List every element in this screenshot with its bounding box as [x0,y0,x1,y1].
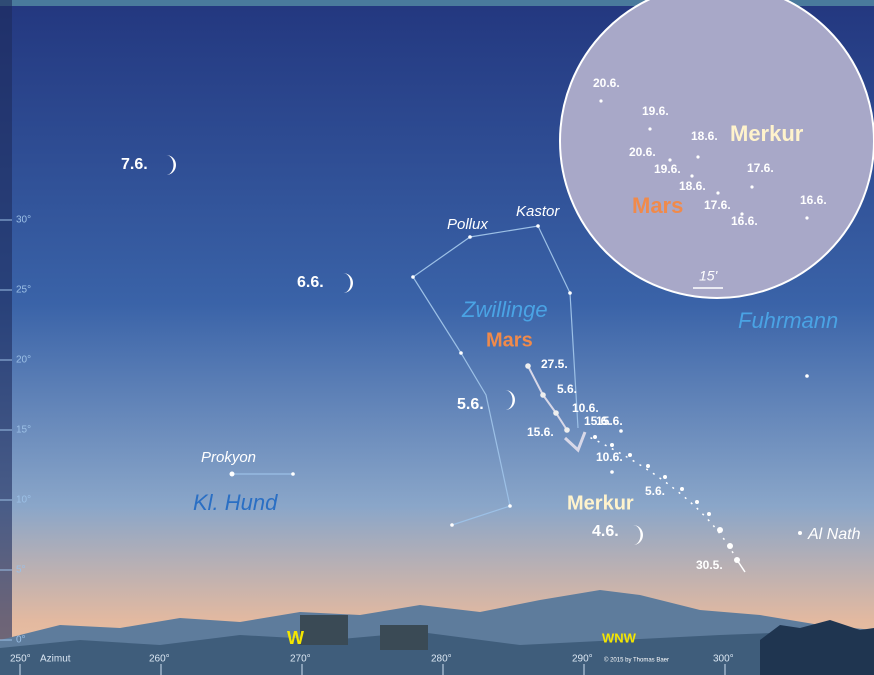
moon-date: 7.6. [121,156,148,173]
planet-label: Mars [486,329,533,351]
inset-circle [560,0,874,298]
constellation: Zwillinge [461,297,548,322]
inset-date: 20.6. [593,76,620,90]
inset-date: 19.6. [654,162,681,176]
mars-date: 15.6. [527,425,554,439]
star [291,472,295,476]
star [564,427,570,433]
direction: W [287,628,304,648]
constellation: Fuhrmann [738,308,838,333]
star [628,453,632,457]
mars-date: 10.6. [572,401,599,415]
merkur-date: 30.5. [696,558,723,572]
star [668,158,671,161]
inset-date: 19.6. [642,104,669,118]
sky-chart: 0° 5° 10° 15° 20° 25° 30° 250° 260° 270° 280° 290° 3… [0,0,874,675]
star [717,527,723,533]
inset-date: 18.6. [679,179,706,193]
inset-date: 17.6. [747,161,774,175]
star [805,216,808,219]
azimuth-label: 260° [149,654,170,665]
merkur-date: 10.6. [596,450,623,464]
merkur-date: 5.6. [645,484,665,498]
star [690,174,693,177]
copyright: © 2015 by Thomas Baer [604,657,669,664]
star [450,523,454,527]
inset-planet: Merkur [730,121,804,146]
mars-date: 27.5. [541,357,568,371]
azimuth-label: 270° [290,654,311,665]
altitude-label: 25° [16,285,31,296]
planet-label: Merkur [567,492,634,514]
altitude-label: 30° [16,215,31,226]
azimuth-label: 250° [10,654,31,665]
star [646,464,650,468]
azimuth-title: Azimut [40,654,71,665]
star [734,557,740,563]
inset-date: 16.6. [731,214,758,228]
altitude-label: 15° [16,425,31,436]
star [663,475,667,479]
farmhouse [300,615,348,645]
direction: WNW [602,630,637,645]
star [798,531,802,535]
star [599,99,602,102]
inset-date: 16.6. [800,193,827,207]
star [707,512,711,516]
star [805,374,809,378]
star [695,500,699,504]
star-label: Al Nath [807,526,861,543]
star [610,443,614,447]
star [696,155,699,158]
altitude-label: 5° [16,565,26,576]
star [610,470,614,474]
star [619,429,623,433]
altitude-label: 20° [16,355,31,366]
star [540,392,546,398]
star [716,191,719,194]
constellation: Kl. Hund [193,490,278,515]
star [740,212,743,215]
axis-strip [0,0,12,675]
altitude-label: 10° [16,495,31,506]
star-label: Prokyon [201,449,256,466]
star [750,185,753,188]
star-label: Pollux [447,216,488,233]
star [525,363,531,369]
azimuth-label: 300° [713,654,734,665]
moon-date: 6.6. [297,274,324,291]
inset-date: 17.6. [704,198,731,212]
star [230,472,235,477]
star [648,127,651,130]
scale-label: 15' [699,268,719,284]
star [411,275,415,279]
merkur-date: 15.6. [596,414,623,428]
azimuth-label: 280° [431,654,452,665]
star [593,435,597,439]
inset-planet: Mars [632,193,683,218]
star [508,504,512,508]
star [727,543,733,549]
mars-date: 5.6. [557,382,577,396]
moon-date: 5.6. [457,396,484,413]
star [553,410,559,416]
inset-date: 20.6. [629,145,656,159]
star [459,351,463,355]
inset-date: 18.6. [691,129,718,143]
azimuth-label: 290° [572,654,593,665]
star [680,487,684,491]
star [568,291,572,295]
altitude-label: 0° [16,635,26,646]
farmhouse [380,625,428,650]
star-label: Kastor [516,203,560,220]
star [468,235,472,239]
star [536,224,540,228]
moon-date: 4.6. [592,523,619,540]
